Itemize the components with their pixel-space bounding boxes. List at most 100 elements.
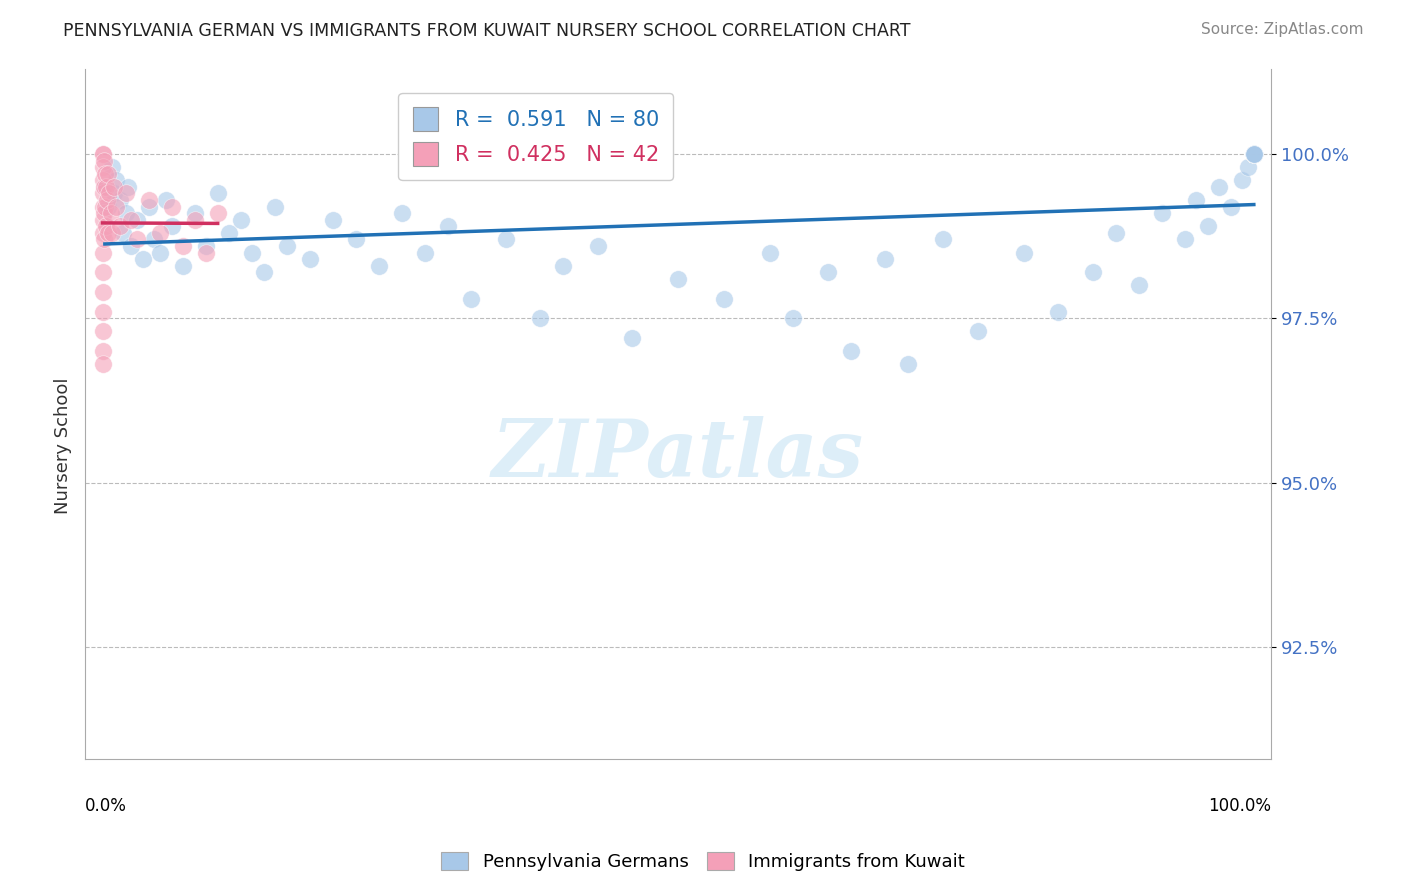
Point xyxy=(1243,147,1265,161)
Point xyxy=(1243,147,1265,161)
Point xyxy=(93,206,115,220)
Point xyxy=(98,186,121,201)
Point xyxy=(897,357,920,371)
Text: PENNSYLVANIA GERMAN VS IMMIGRANTS FROM KUWAIT NURSERY SCHOOL CORRELATION CHART: PENNSYLVANIA GERMAN VS IMMIGRANTS FROM K… xyxy=(63,22,911,40)
Point xyxy=(97,226,120,240)
Point xyxy=(276,239,298,253)
Point xyxy=(437,219,460,234)
Point xyxy=(875,252,897,267)
Point xyxy=(253,265,276,279)
Point xyxy=(112,226,135,240)
Point xyxy=(207,206,229,220)
Point xyxy=(91,147,114,161)
Point xyxy=(298,252,321,267)
Point xyxy=(391,206,413,220)
Point xyxy=(1128,278,1150,293)
Point xyxy=(143,232,166,246)
Point xyxy=(93,232,115,246)
Point xyxy=(1105,226,1128,240)
Point xyxy=(1243,147,1265,161)
Text: Source: ZipAtlas.com: Source: ZipAtlas.com xyxy=(1201,22,1364,37)
Point xyxy=(91,265,114,279)
Point xyxy=(195,245,218,260)
Point xyxy=(117,179,139,194)
Point xyxy=(91,245,114,260)
Point xyxy=(460,292,482,306)
Point xyxy=(1243,147,1265,161)
Point xyxy=(94,200,117,214)
Point xyxy=(149,226,172,240)
Point xyxy=(1237,160,1260,174)
Point xyxy=(759,245,782,260)
Point xyxy=(1197,219,1219,234)
Point xyxy=(240,245,263,260)
Point xyxy=(195,239,218,253)
Point xyxy=(966,325,988,339)
Point xyxy=(839,344,862,359)
Point xyxy=(91,285,114,299)
Point xyxy=(103,179,125,194)
Point xyxy=(91,212,114,227)
Point xyxy=(155,193,177,207)
Point xyxy=(138,193,160,207)
Point xyxy=(94,179,117,194)
Point xyxy=(94,167,117,181)
Text: 100.0%: 100.0% xyxy=(1208,797,1271,814)
Point xyxy=(160,200,183,214)
Point xyxy=(1243,147,1265,161)
Point xyxy=(1243,147,1265,161)
Point xyxy=(91,226,114,240)
Point xyxy=(218,226,240,240)
Point xyxy=(1219,200,1241,214)
Point xyxy=(120,239,142,253)
Point xyxy=(229,212,252,227)
Point xyxy=(149,245,172,260)
Point xyxy=(132,252,155,267)
Legend: Pennsylvania Germans, Immigrants from Kuwait: Pennsylvania Germans, Immigrants from Ku… xyxy=(434,845,972,879)
Legend: R =  0.591   N = 80, R =  0.425   N = 42: R = 0.591 N = 80, R = 0.425 N = 42 xyxy=(398,93,673,180)
Point xyxy=(91,160,114,174)
Point xyxy=(172,239,194,253)
Point xyxy=(1012,245,1035,260)
Point xyxy=(96,193,118,207)
Point xyxy=(97,200,120,214)
Point xyxy=(1243,147,1265,161)
Point xyxy=(108,219,131,234)
Point xyxy=(367,259,389,273)
Point xyxy=(94,179,117,194)
Point xyxy=(94,219,117,234)
Point xyxy=(1243,147,1265,161)
Point xyxy=(108,193,131,207)
Point xyxy=(1243,147,1265,161)
Point xyxy=(93,179,115,194)
Point xyxy=(97,167,120,181)
Point xyxy=(114,186,136,201)
Point xyxy=(160,219,183,234)
Point xyxy=(101,226,124,240)
Text: Nursery School: Nursery School xyxy=(55,377,72,515)
Text: 0.0%: 0.0% xyxy=(86,797,127,814)
Point xyxy=(91,305,114,319)
Point xyxy=(172,259,194,273)
Point xyxy=(413,245,436,260)
Point xyxy=(1174,232,1197,246)
Point xyxy=(1185,193,1208,207)
Point xyxy=(127,232,149,246)
Point xyxy=(621,331,644,345)
Point xyxy=(1208,179,1230,194)
Point xyxy=(91,147,114,161)
Point xyxy=(114,206,136,220)
Point xyxy=(127,212,149,227)
Point xyxy=(101,160,124,174)
Point xyxy=(100,206,122,220)
Point xyxy=(1243,147,1265,161)
Point xyxy=(1081,265,1104,279)
Text: ZIPatlas: ZIPatlas xyxy=(492,417,865,494)
Point xyxy=(782,311,804,326)
Point xyxy=(91,173,114,187)
Point xyxy=(138,200,160,214)
Point xyxy=(529,311,551,326)
Point xyxy=(91,186,114,201)
Point xyxy=(183,212,205,227)
Point xyxy=(817,265,839,279)
